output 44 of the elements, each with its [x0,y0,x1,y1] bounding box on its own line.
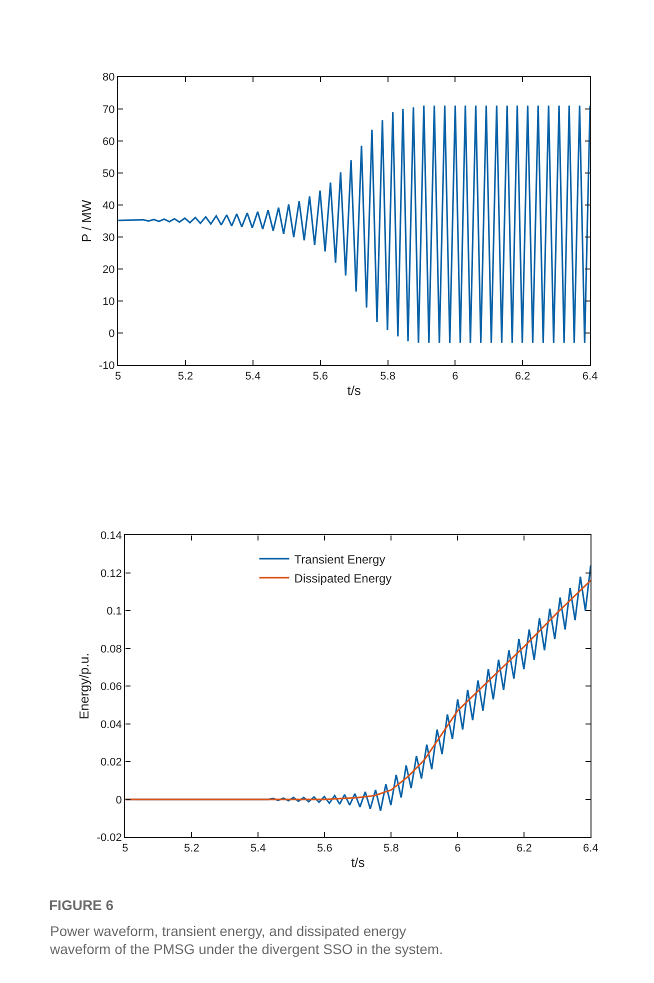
y-axis-title: P / MW [78,199,94,242]
y-tick-label: -0.02 [96,832,122,844]
legend-label: Dissipated Energy [294,571,392,586]
x-tick-label: 6.2 [514,370,530,383]
y-tick-label: 30 [102,232,115,244]
x-tick-label: 6.4 [583,842,598,854]
x-tick-label: 5.2 [178,370,194,383]
line-series [118,104,590,344]
y-tick-label: 0.06 [100,681,122,694]
y-tick-label: 0.1 [106,606,122,618]
x-tick-label: 6.4 [582,370,598,383]
y-tick-label: 0.12 [100,568,122,580]
y-tick-label: 70 [102,104,115,116]
y-tick-label: 0 [116,794,122,806]
caption: FIGURE 6 [49,897,114,913]
x-tick-label: 5.6 [312,370,328,383]
x-tick-label: 5 [115,370,122,383]
x-tick-label: 6.2 [516,842,532,854]
x-tick-label: 5.2 [184,842,200,854]
text: Power waveform, transient energy, and dissipated energy waveform of the PMSG under the divergent SSO in the system. [49,923,443,958]
x-tick-label: 5.8 [384,842,399,854]
legend-label: Transient Energy [294,552,386,566]
y-axis-title: Energy/p.u. [76,652,92,720]
x-tick-label: 5.8 [380,370,396,383]
x-tick-label: 5 [122,842,128,854]
y-tick-label: 80 [102,72,115,84]
x-tick-label: 6 [454,842,461,854]
x-axis-title: t/s [351,855,366,870]
y-tick-label: -10 [98,360,115,372]
y-tick-label: 50 [102,168,115,180]
y-tick-label: 0.02 [100,756,122,769]
x-tick-label: 5.4 [245,370,261,383]
y-tick-label: 0.08 [100,643,122,656]
x-tick-label: 5.6 [317,842,332,854]
y-tick-label: 60 [102,136,115,148]
y-tick-label: 0.04 [100,718,122,731]
y-tick-label: 20 [102,264,115,276]
y-tick-label: 10 [102,296,115,308]
x-tick-label: 5.4 [250,842,266,854]
y-tick-label: 0 [108,328,115,340]
y-tick-label: 40 [102,200,115,212]
x-tick-label: 6 [452,370,458,383]
x-axis-title: t/s [347,383,362,398]
y-tick-label: 0.14 [100,530,122,542]
